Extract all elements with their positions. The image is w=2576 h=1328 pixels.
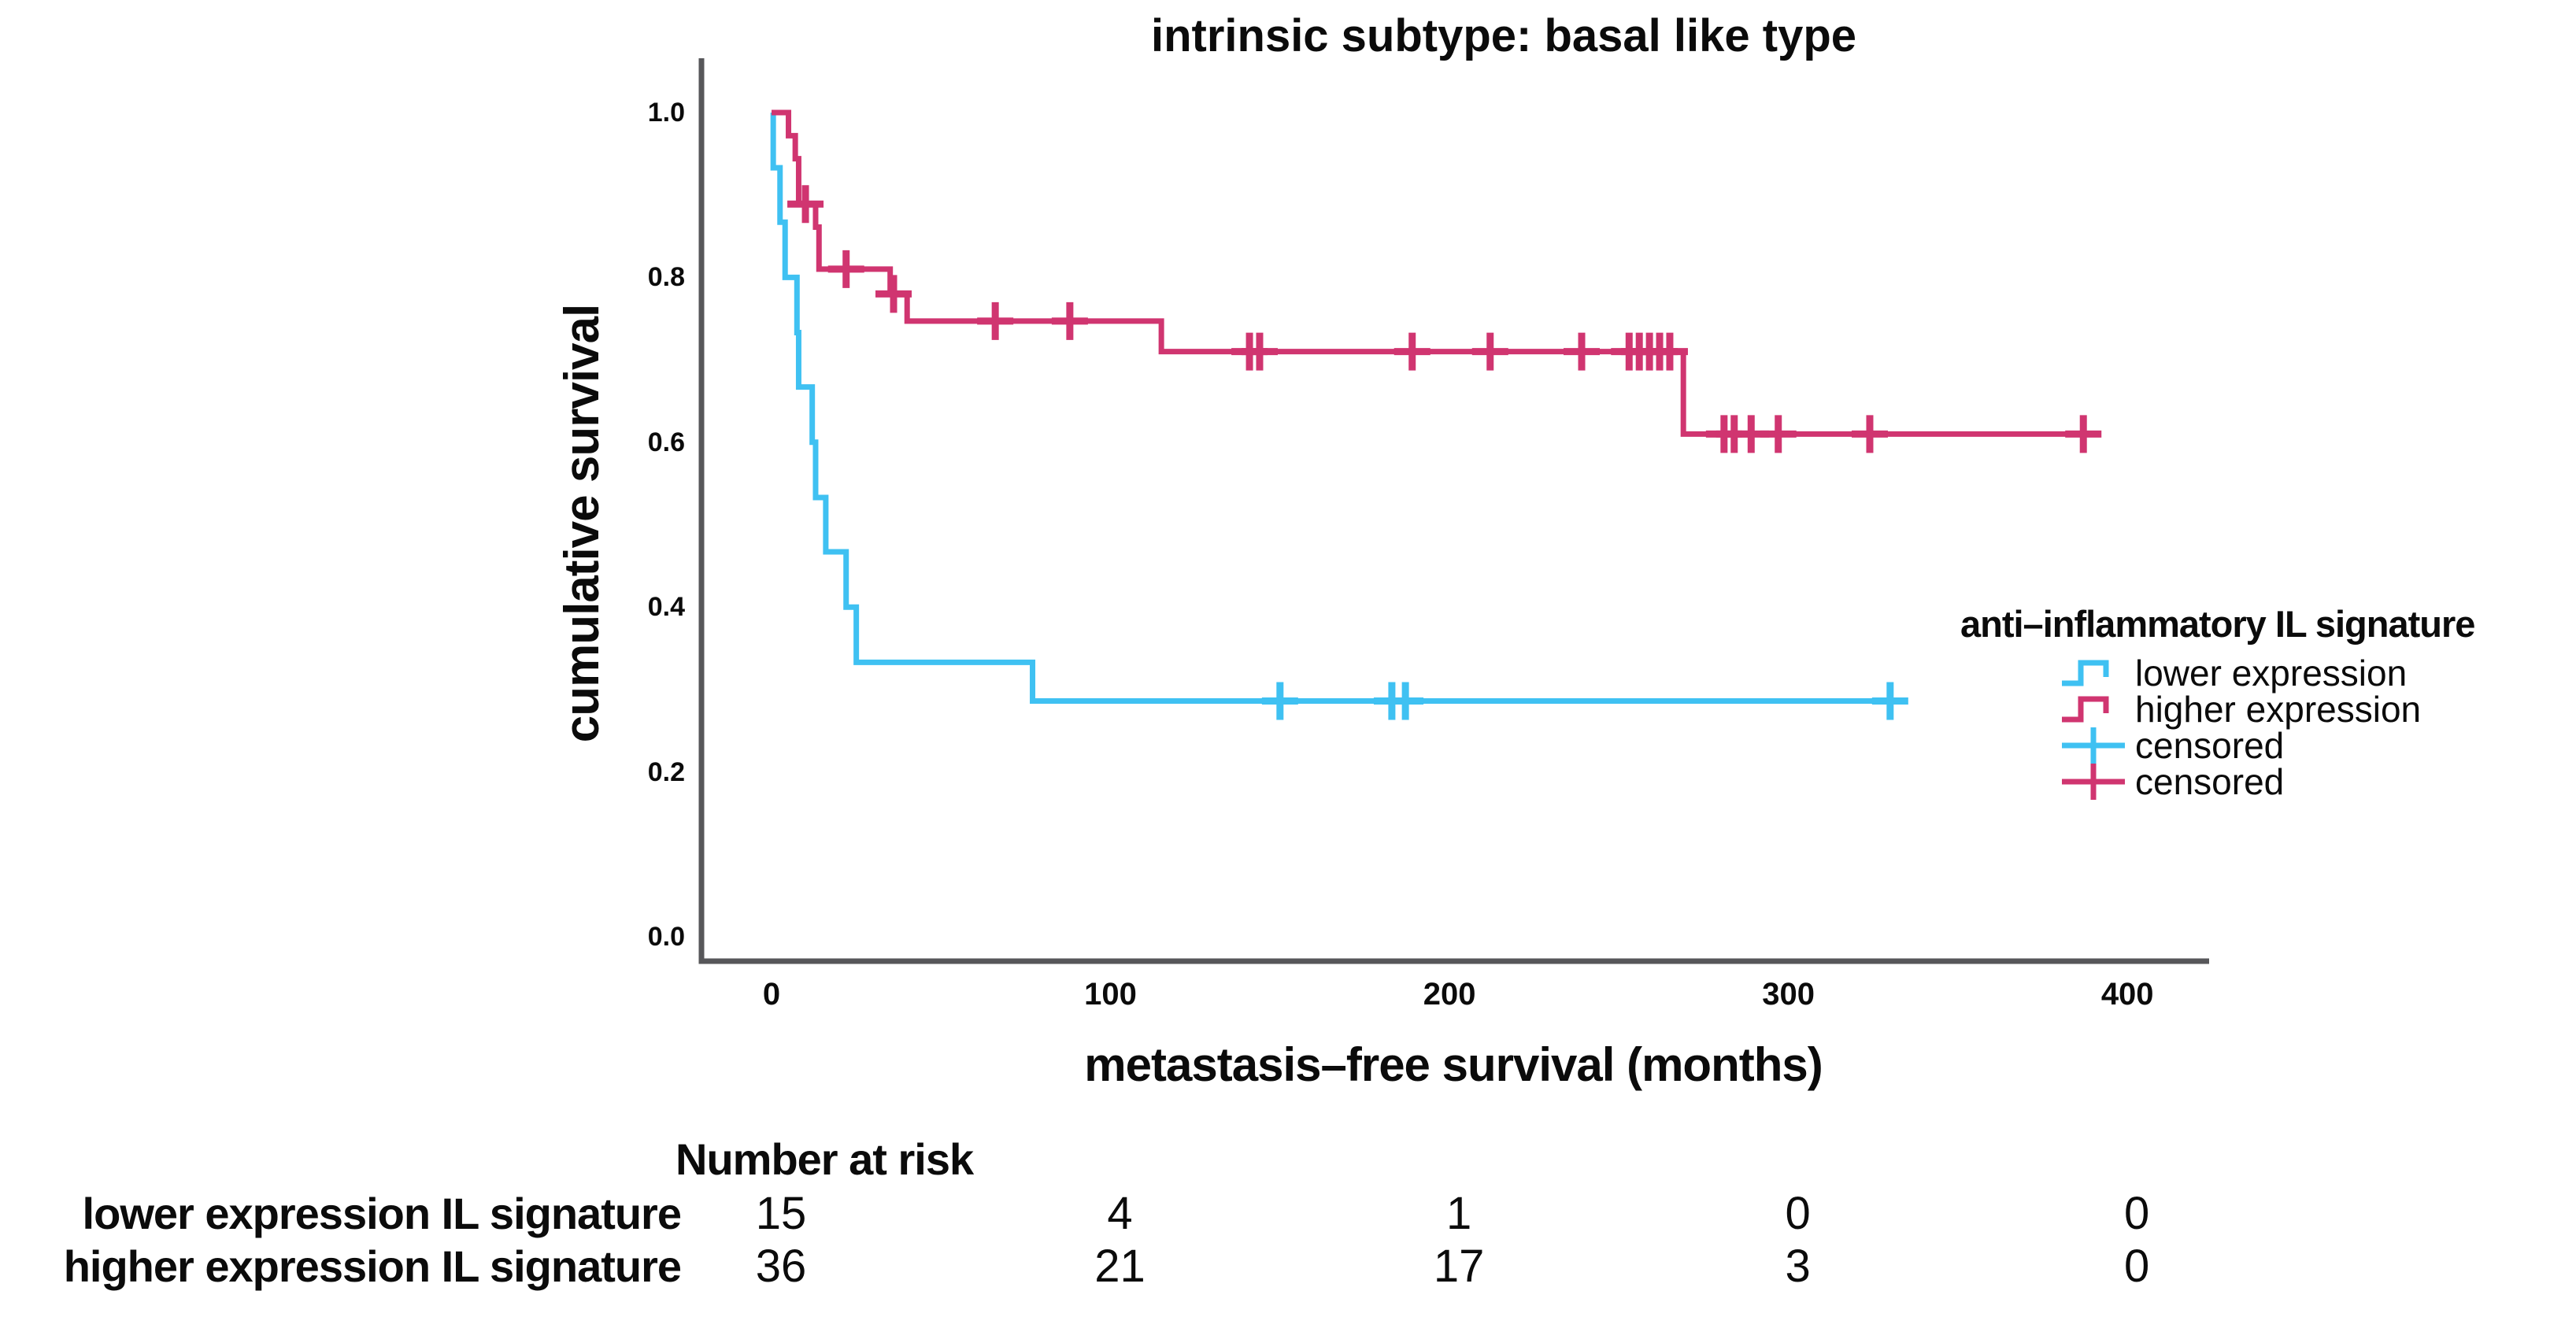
y-tick-label: 0.4: [647, 592, 685, 623]
plus-censor-icon: [2062, 727, 2125, 764]
survival-curve: [772, 109, 2090, 437]
series-lower-expression: [770, 109, 1908, 720]
risk-row-label: higher expression IL signature: [63, 1241, 682, 1291]
y-tick-label: 0.2: [647, 756, 685, 787]
risk-count: 3: [1785, 1241, 1811, 1292]
x-axis-title: metastasis–free survival (months): [1084, 1038, 1823, 1091]
legend-item-label: censored: [2135, 725, 2285, 766]
legend: anti–inflammatory IL signature lower exp…: [1960, 603, 2574, 800]
series-higher-expression: [772, 109, 2102, 453]
legend-item: censored: [2060, 764, 2574, 800]
risk-count: 0: [2124, 1241, 2150, 1292]
chart-title: intrinsic subtype: basal like type: [1150, 10, 1857, 61]
y-tick-label: 1.0: [647, 98, 685, 128]
legend-item-label: censored: [2135, 761, 2285, 802]
survival-curve: [770, 109, 1890, 705]
risk-table-header: Number at risk: [675, 1134, 974, 1184]
plus-censor-icon: [2062, 764, 2125, 800]
x-tick-label: 300: [1762, 977, 1815, 1012]
legend-items: lower expression higher expression censore…: [2060, 655, 2574, 800]
step-line-icon: [2062, 696, 2109, 723]
legend-item: censored: [2060, 727, 2574, 764]
risk-count: 21: [1094, 1241, 1146, 1292]
y-tick-label: 0.8: [647, 262, 685, 293]
legend-item-label: lower expression: [2135, 653, 2408, 694]
risk-count: 17: [1433, 1241, 1485, 1292]
legend-item: lower expression: [2060, 655, 2574, 691]
legend-item: higher expression: [2060, 691, 2574, 727]
step-line-icon: [2062, 660, 2109, 686]
survival-curves-layer: [770, 109, 2102, 720]
y-tick-label: 0.0: [647, 922, 685, 952]
risk-count: 36: [755, 1241, 807, 1292]
x-tick-label: 400: [2100, 977, 2154, 1012]
x-tick-label: 200: [1423, 977, 1476, 1012]
legend-item-label: higher expression: [2135, 689, 2422, 730]
y-tick-label: 0.6: [647, 427, 685, 457]
risk-count: 4: [1107, 1188, 1133, 1239]
risk-count: 0: [1785, 1188, 1811, 1239]
x-tick-label: 0: [762, 977, 781, 1012]
risk-row-label: lower expression IL signature: [82, 1189, 682, 1238]
legend-title: anti–inflammatory IL signature: [1960, 603, 2475, 645]
x-tick-label: 100: [1084, 977, 1137, 1012]
risk-count: 0: [2124, 1188, 2150, 1239]
risk-count: 1: [1445, 1188, 1472, 1239]
y-axis-title: cumulative survival: [555, 304, 609, 743]
risk-count: 15: [755, 1188, 807, 1239]
